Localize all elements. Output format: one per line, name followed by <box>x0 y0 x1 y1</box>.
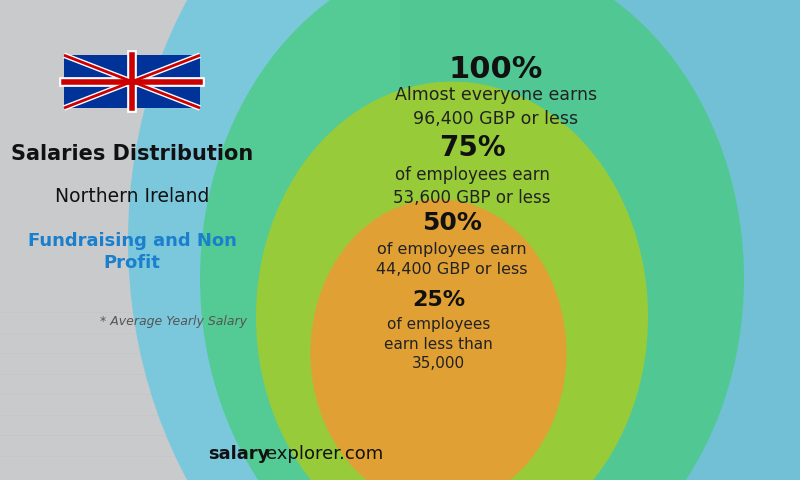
Bar <box>0 0 400 480</box>
Text: salary: salary <box>208 444 270 463</box>
Text: of employees
earn less than
35,000: of employees earn less than 35,000 <box>384 317 493 372</box>
Text: Salaries Distribution: Salaries Distribution <box>11 144 253 164</box>
Text: 75%: 75% <box>438 134 506 162</box>
Text: Fundraising and Non
Profit: Fundraising and Non Profit <box>27 232 237 272</box>
Ellipse shape <box>200 0 744 480</box>
Bar <box>64 55 200 108</box>
Text: 25%: 25% <box>412 290 465 311</box>
Text: * Average Yearly Salary: * Average Yearly Salary <box>100 315 247 328</box>
Ellipse shape <box>128 0 800 480</box>
Ellipse shape <box>310 199 566 480</box>
Bar <box>400 0 800 480</box>
Text: 100%: 100% <box>449 55 543 84</box>
Text: Almost everyone earns
96,400 GBP or less: Almost everyone earns 96,400 GBP or less <box>395 86 597 128</box>
Text: of employees earn
53,600 GBP or less: of employees earn 53,600 GBP or less <box>394 166 550 207</box>
Text: explorer.com: explorer.com <box>266 444 384 463</box>
Text: 50%: 50% <box>422 211 482 235</box>
Text: of employees earn
44,400 GBP or less: of employees earn 44,400 GBP or less <box>376 242 528 277</box>
Ellipse shape <box>256 82 648 480</box>
Text: Northern Ireland: Northern Ireland <box>55 187 209 206</box>
